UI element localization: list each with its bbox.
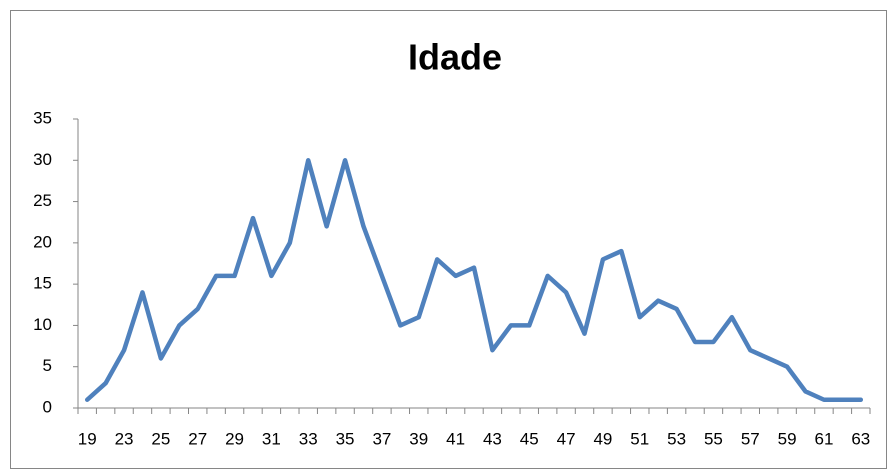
y-tick-label: 35 [33, 108, 52, 127]
y-tick-label: 25 [33, 191, 52, 210]
x-tick-label: 31 [262, 429, 281, 448]
x-tick-label: 25 [151, 429, 170, 448]
x-tick-label: 49 [593, 429, 612, 448]
x-tick-label: 23 [115, 429, 134, 448]
x-tick-label: 27 [188, 429, 207, 448]
x-tick-label: 35 [336, 429, 355, 448]
y-tick-label: 20 [33, 232, 52, 251]
x-tick-label: 33 [299, 429, 318, 448]
x-tick-label: 41 [446, 429, 465, 448]
chart-title: Idade [408, 37, 502, 78]
x-tick-label: 19 [78, 429, 97, 448]
x-tick-label: 57 [741, 429, 760, 448]
x-tick-label: 43 [483, 429, 502, 448]
x-tick-label: 37 [372, 429, 391, 448]
x-tick-label: 63 [851, 429, 870, 448]
x-tick-label: 61 [814, 429, 833, 448]
data-line [84, 158, 864, 402]
x-tick-label: 51 [630, 429, 649, 448]
y-tick-label: 15 [33, 274, 52, 293]
x-tick-label: 59 [778, 429, 797, 448]
y-tick-label: 10 [33, 315, 52, 334]
x-tick-label: 53 [667, 429, 686, 448]
x-tick-label: 39 [409, 429, 428, 448]
y-tick-label: 5 [43, 356, 52, 375]
x-tick-label: 55 [704, 429, 723, 448]
y-tick-label: 0 [43, 397, 52, 416]
y-tick-label: 30 [33, 150, 52, 169]
x-tick-label: 45 [520, 429, 539, 448]
chart-frame [10, 10, 887, 469]
x-tick-label: 29 [225, 429, 244, 448]
x-tick-label: 47 [557, 429, 576, 448]
